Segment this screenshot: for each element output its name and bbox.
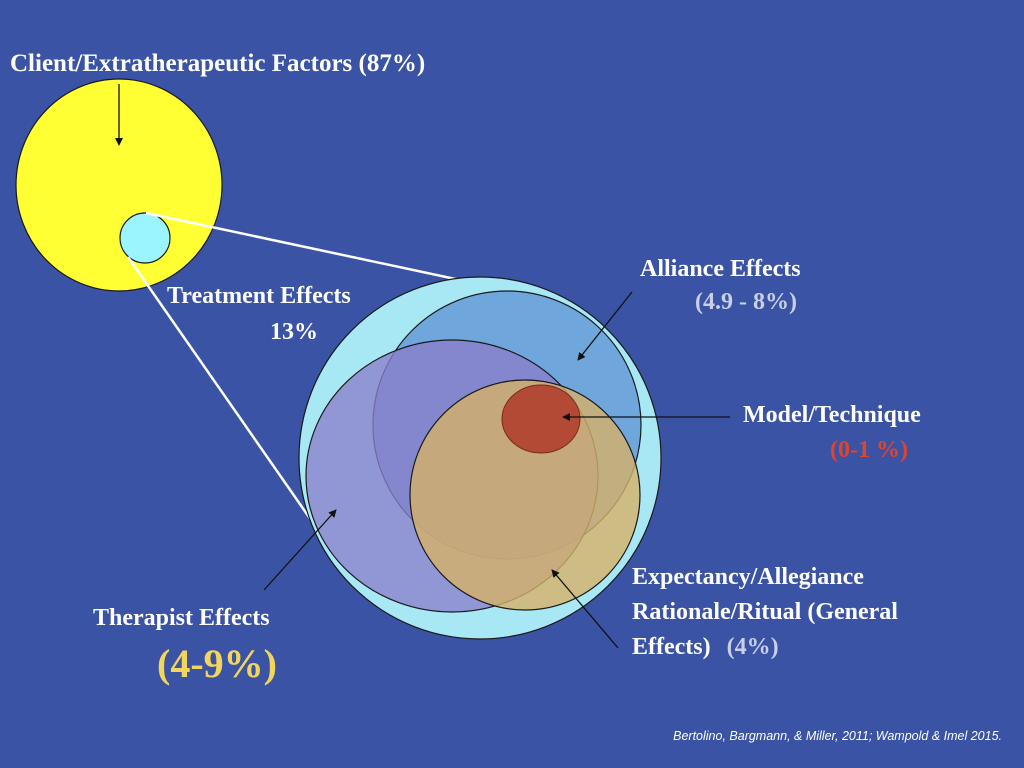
arrow-alliance — [577, 291, 633, 361]
expectancy-line-3: Effects) (4%) — [632, 633, 779, 662]
arrow-expectancy — [551, 569, 619, 649]
alliance-effects-title: Alliance Effects — [640, 256, 801, 282]
treatment-effects-title: Treatment Effects — [167, 283, 351, 309]
client-label: Client/Extratherapeutic Factors (87%) — [10, 50, 426, 77]
treatment-effects-value: 13% — [270, 319, 318, 345]
expectancy-value: (4%) — [726, 634, 779, 660]
expectancy-line-1: Expectancy/Allegiance — [632, 564, 864, 590]
alliance-effects-value: (4.9 - 8%) — [695, 289, 797, 315]
expectancy-line-2: Rationale/Ritual (General — [632, 599, 898, 625]
citation: Bertolino, Bargmann, & Miller, 2011; Wam… — [673, 729, 1002, 743]
expectancy-circle — [409, 379, 641, 611]
model-technique-value: (0-1 %) — [830, 437, 908, 463]
therapist-effects-value: (4-9%) — [157, 641, 277, 686]
treatment-zoom-source-circle — [119, 212, 171, 264]
arrow-therapist — [263, 509, 337, 591]
expectancy-line-3-text: Effects) — [632, 634, 711, 660]
model-circle — [501, 384, 581, 454]
model-technique-title: Model/Technique — [743, 402, 921, 428]
therapist-effects-title: Therapist Effects — [93, 605, 270, 631]
